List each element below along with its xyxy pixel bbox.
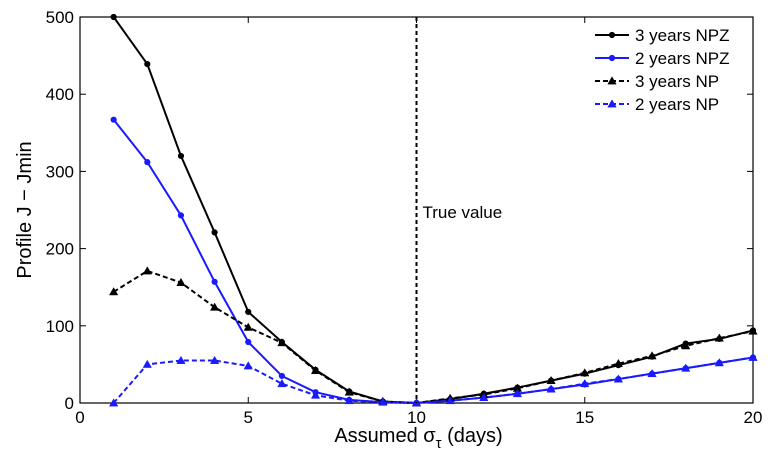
data-point <box>109 398 119 407</box>
data-point <box>647 351 657 360</box>
data-point <box>245 308 252 316</box>
data-point <box>647 368 657 378</box>
data-point <box>580 378 590 388</box>
data-point <box>209 302 220 311</box>
series-line <box>113 269 754 404</box>
data-point <box>110 13 117 21</box>
data-point <box>177 152 185 160</box>
y-tick-label: 500 <box>46 8 74 27</box>
true-value-annotation: True value <box>423 203 503 222</box>
data-point <box>378 397 388 406</box>
x-tick-label: 20 <box>744 408 763 427</box>
data-point <box>613 358 624 368</box>
y-tick-label: 200 <box>46 240 74 259</box>
x-tick-label: 0 <box>75 408 84 427</box>
y-tick-label: 300 <box>46 162 74 181</box>
data-point <box>144 159 151 166</box>
data-point <box>177 212 185 219</box>
y-tick-label: 100 <box>46 317 74 336</box>
data-point <box>144 60 151 68</box>
data-point <box>714 333 724 342</box>
data-point <box>209 355 220 364</box>
data-point <box>310 390 321 399</box>
y-axis-label: Profile J − Jmin <box>14 141 36 278</box>
data-point <box>681 341 691 350</box>
data-point <box>714 358 724 367</box>
data-point <box>142 266 152 275</box>
series-line <box>112 356 754 404</box>
legend-entry: 3 years NPZ <box>635 26 729 45</box>
data-point <box>748 326 758 335</box>
data-point <box>176 277 186 286</box>
data-point <box>277 338 287 347</box>
data-point <box>580 368 590 377</box>
data-point <box>245 338 252 346</box>
legend-marker <box>607 76 617 85</box>
x-axis-label-main: Assumed σ <box>334 425 436 447</box>
data-point <box>211 278 218 285</box>
data-point <box>748 352 758 361</box>
data-point <box>243 322 253 331</box>
data-point <box>681 363 691 372</box>
x-axis-label: Assumed στ (days) <box>334 425 502 452</box>
data-point <box>613 374 624 383</box>
x-tick-label: 10 <box>407 408 426 427</box>
data-point <box>110 116 117 123</box>
data-point <box>142 359 152 368</box>
series-lines <box>112 16 754 404</box>
legend-entry: 2 years NP <box>635 95 719 114</box>
legend-entry: 3 years NP <box>635 72 719 91</box>
data-point <box>277 378 287 388</box>
data-point <box>109 287 119 296</box>
data-point <box>278 372 285 380</box>
data-point <box>344 395 354 405</box>
y-tick-label: 400 <box>46 85 74 104</box>
data-point <box>546 375 556 385</box>
data-point <box>546 384 556 393</box>
x-axis-label-subscript: τ <box>436 435 442 452</box>
x-axis-ticks: 0 5 10 15 20 <box>75 17 762 427</box>
legend-marker <box>608 31 616 39</box>
data-point <box>310 365 321 374</box>
y-tick-label: 0 <box>65 394 74 413</box>
data-point <box>445 395 455 405</box>
legend-marker <box>607 99 617 108</box>
legend: 3 years NPZ 2 years NPZ 3 years NP 2 years … <box>595 26 729 114</box>
data-point <box>479 392 489 401</box>
data-point <box>512 389 523 398</box>
y-axis-ticks: 0 100 200 300 400 500 <box>46 8 753 413</box>
legend-entry: 2 years NPZ <box>635 49 729 68</box>
data-point <box>344 387 354 396</box>
data-point <box>176 355 186 364</box>
x-axis-label-suffix: (days) <box>442 425 503 447</box>
data-point <box>243 361 253 370</box>
legend-marker <box>608 54 616 62</box>
x-tick-label: 15 <box>575 408 594 427</box>
data-point <box>211 229 218 236</box>
series-markers <box>109 13 758 407</box>
x-tick-label: 5 <box>244 408 253 427</box>
